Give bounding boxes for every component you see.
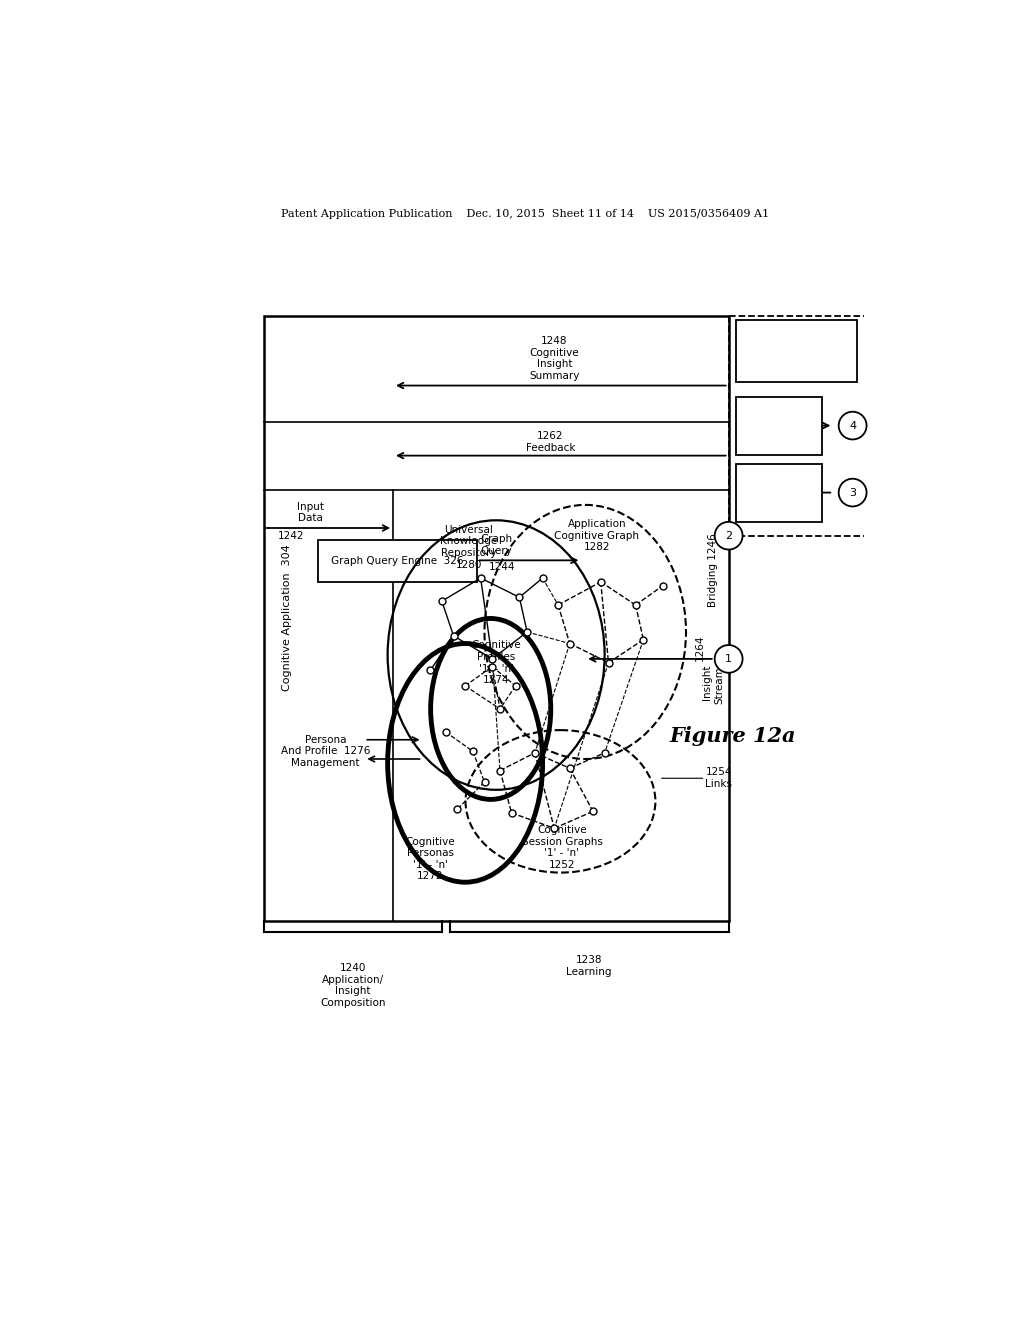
Bar (736, 321, 856, 381)
Text: Graph Query Engine  326: Graph Query Engine 326 (331, 556, 464, 566)
Bar (736, 397, 821, 455)
Text: Input
Data: Input Data (297, 502, 324, 524)
Text: 3: 3 (849, 487, 856, 498)
Text: Persona
And Profile  1276
Management: Persona And Profile 1276 Management (281, 735, 371, 768)
Text: Cognitive
Profiles
'1' - 'n'
1274: Cognitive Profiles '1' - 'n' 1274 (471, 640, 521, 685)
Circle shape (715, 521, 742, 549)
Text: Cognitive Application  304: Cognitive Application 304 (282, 545, 292, 692)
Text: 2: 2 (725, 531, 732, 541)
Bar (263, 317, 729, 920)
Bar (317, 540, 477, 582)
Text: 1238
Learning: 1238 Learning (566, 956, 612, 977)
Text: 1248
Cognitive
Insight
Summary: 1248 Cognitive Insight Summary (529, 337, 580, 381)
Text: Application
Cognitive Graph
1282: Application Cognitive Graph 1282 (554, 519, 639, 552)
Text: 4: 4 (849, 421, 856, 430)
Text: Graph
Query: Graph Query (480, 535, 512, 556)
Text: 1264: 1264 (695, 634, 705, 660)
Text: Feedback
API
1260: Feedback API 1260 (755, 477, 804, 510)
Circle shape (839, 479, 866, 507)
Text: 1: 1 (725, 653, 732, 664)
Text: 1242: 1242 (278, 531, 304, 541)
Text: 1244: 1244 (488, 561, 515, 572)
Text: 1254
Links: 1254 Links (706, 767, 732, 789)
Text: Cognitive
Session Graphs
'1' - 'n'
1252: Cognitive Session Graphs '1' - 'n' 1252 (521, 825, 602, 870)
Text: Insight
Front-End
1256: Insight Front-End 1256 (771, 334, 821, 367)
Text: 1240
Application/
Insight
Composition: 1240 Application/ Insight Composition (319, 964, 385, 1008)
Text: Insight
API
1258: Insight API 1258 (761, 409, 797, 442)
Text: Bridging 1246: Bridging 1246 (708, 533, 718, 607)
Circle shape (839, 412, 866, 440)
Text: Cognitive
Personas
'1' - 'n'
1272: Cognitive Personas '1' - 'n' 1272 (406, 837, 455, 882)
Bar (736, 465, 821, 521)
Text: Universal
Knowledge
Repository
1280: Universal Knowledge Repository 1280 (440, 525, 498, 570)
Text: Insight
Streams: Insight Streams (702, 660, 724, 704)
Text: Patent Application Publication    Dec. 10, 2015  Sheet 11 of 14    US 2015/03564: Patent Application Publication Dec. 10, … (281, 209, 769, 219)
Text: 1262
Feedback: 1262 Feedback (525, 430, 575, 453)
Circle shape (715, 645, 742, 673)
Text: Figure 12a: Figure 12a (670, 726, 796, 746)
